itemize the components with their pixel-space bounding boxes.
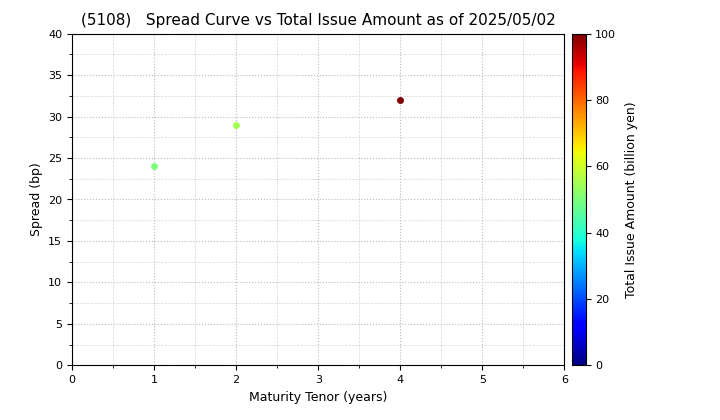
Y-axis label: Spread (bp): Spread (bp)	[30, 163, 42, 236]
Point	[148, 163, 160, 170]
Y-axis label: Total Issue Amount (billion yen): Total Issue Amount (billion yen)	[624, 101, 638, 298]
Point	[395, 97, 406, 103]
X-axis label: Maturity Tenor (years): Maturity Tenor (years)	[249, 391, 387, 404]
Point	[230, 121, 242, 128]
Title: (5108)   Spread Curve vs Total Issue Amount as of 2025/05/02: (5108) Spread Curve vs Total Issue Amoun…	[81, 13, 556, 28]
